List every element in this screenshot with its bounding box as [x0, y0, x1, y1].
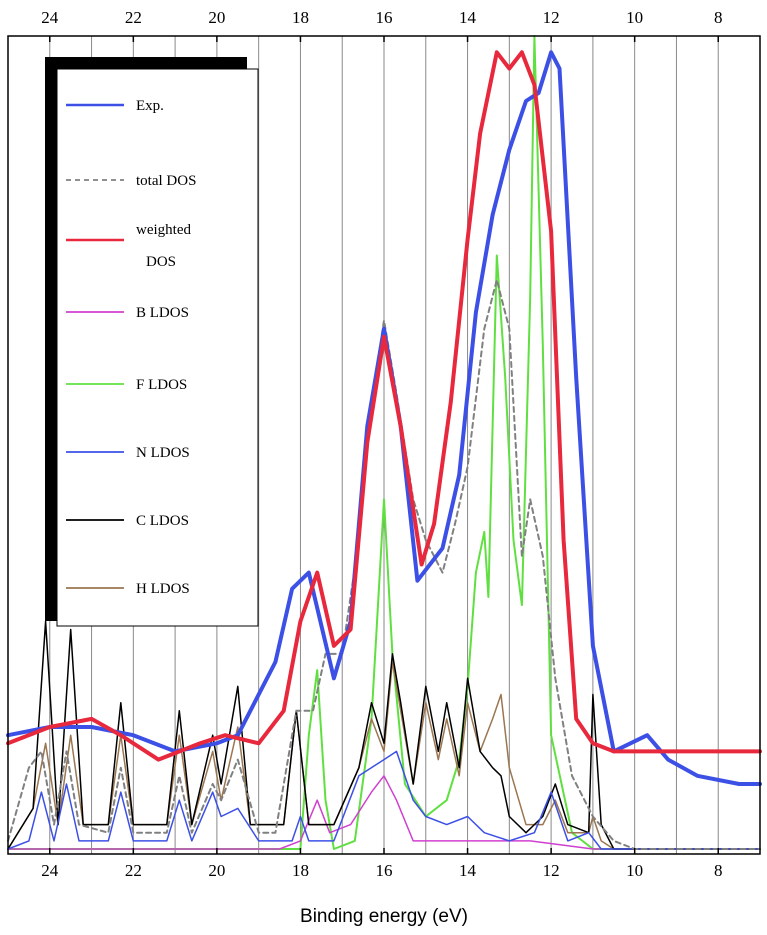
- tick-label-top-24: 24: [41, 8, 59, 27]
- legend: Exp. total DOS weighted DOS B LDOS F LDOS N LD…: [45, 57, 259, 627]
- legend-label-n-ldos: N LDOS: [136, 445, 190, 461]
- legend-shadow: [45, 57, 247, 69]
- tick-label-bottom-12: 12: [543, 861, 560, 880]
- tick-label-top-18: 18: [292, 8, 309, 27]
- tick-label-bottom-18: 18: [292, 861, 309, 880]
- x-axis-title: Binding energy (eV): [300, 906, 468, 927]
- tick-label-top-16: 16: [376, 8, 393, 27]
- tick-label-top-20: 20: [208, 8, 225, 27]
- x-tick-marks: [49, 36, 719, 854]
- tick-label-bottom-8: 8: [714, 861, 723, 880]
- tick-label-bottom-10: 10: [626, 861, 643, 880]
- series-line-exp: [6, 50, 762, 786]
- legend-label-b-ldos: B LDOS: [136, 305, 189, 321]
- tick-label-top-10: 10: [626, 8, 643, 27]
- legend-label-total-dos: total DOS: [136, 173, 196, 189]
- tick-label-top-12: 12: [543, 8, 560, 27]
- tick-label-bottom-20: 20: [208, 861, 225, 880]
- legend-items: Exp. total DOS weighted DOS B LDOS F LDOS N LD…: [66, 98, 196, 597]
- legend-label-f-ldos: F LDOS: [136, 377, 187, 393]
- x-tick-labels-top: 24 22 20 18 16 14 12 10 8: [41, 8, 722, 27]
- tick-label-top-22: 22: [125, 8, 142, 27]
- legend-shadow-left: [45, 57, 57, 621]
- series-line-h-ldos: [7, 661, 761, 850]
- legend-box: [56, 68, 259, 627]
- series-line-total-dos: [7, 278, 761, 850]
- legend-label-c-ldos: C LDOS: [136, 513, 189, 529]
- legend-label-weighted-dos: weighted: [136, 222, 191, 238]
- legend-label-exp: Exp.: [136, 98, 164, 114]
- legend-label-weighted-dos-line2: DOS: [146, 254, 176, 270]
- tick-label-top-8: 8: [714, 8, 723, 27]
- x-tick-labels-bottom: 24 22 20 18 16 14 12 10 8: [41, 861, 722, 880]
- series-line-b-ldos: [7, 775, 761, 850]
- legend-label-h-ldos: H LDOS: [136, 581, 190, 597]
- tick-label-bottom-14: 14: [459, 861, 477, 880]
- tick-label-bottom-22: 22: [125, 861, 142, 880]
- tick-label-top-14: 14: [459, 8, 477, 27]
- series-line-n-ldos: [7, 750, 761, 850]
- tick-label-bottom-16: 16: [376, 861, 393, 880]
- series-line-weighted-dos: [6, 50, 762, 762]
- series-layer: [6, 35, 762, 850]
- tick-label-bottom-24: 24: [41, 861, 59, 880]
